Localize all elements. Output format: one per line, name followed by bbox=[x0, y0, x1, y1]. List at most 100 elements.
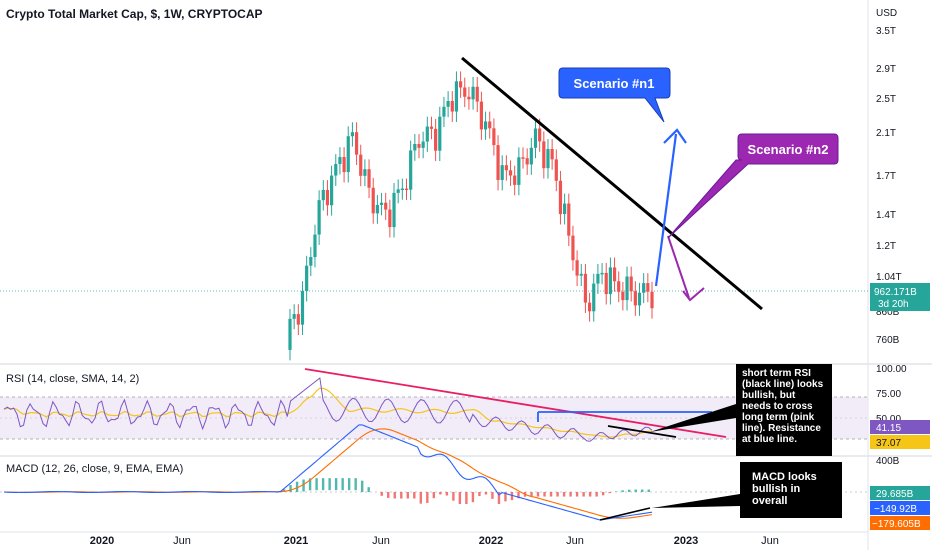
macd-histogram-bar bbox=[478, 492, 481, 497]
macd-histogram-bar bbox=[536, 492, 540, 497]
rsi-lines bbox=[3, 377, 653, 442]
macd-histogram-bar bbox=[360, 480, 364, 492]
macd-histogram-bar bbox=[491, 492, 494, 499]
price-tick-label: 3.5T bbox=[876, 26, 896, 37]
macd-histogram-bar bbox=[595, 492, 598, 497]
rsi-tick-50: 50.00 bbox=[876, 414, 901, 425]
time-tick-label: 2023 bbox=[674, 535, 698, 547]
currency-label: USD bbox=[876, 8, 897, 19]
scenario1-arrow[interactable] bbox=[654, 133, 678, 287]
candle-body bbox=[296, 314, 300, 325]
rsi-note-line: (black line) looks bbox=[742, 379, 824, 390]
macd-histogram-bar bbox=[282, 489, 286, 492]
candle-body bbox=[288, 318, 292, 350]
time-axis[interactable]: 2020 Jun 2021 Jun 2022 Jun 2023 Jun bbox=[90, 535, 779, 547]
macd-layer bbox=[3, 424, 653, 521]
candle-body bbox=[612, 267, 617, 282]
macd-histogram-bar bbox=[504, 492, 507, 502]
candle-body bbox=[533, 128, 538, 148]
candle-body bbox=[475, 86, 479, 102]
candle-body bbox=[450, 100, 454, 112]
macd-histogram-bar bbox=[289, 484, 292, 492]
candle-body bbox=[483, 121, 488, 130]
candle-body bbox=[538, 128, 542, 142]
candle-body bbox=[504, 165, 508, 171]
candle-body bbox=[367, 169, 371, 188]
candle-body bbox=[359, 154, 363, 176]
candle-body bbox=[637, 292, 642, 306]
macd-hist-value: 29.685B bbox=[876, 489, 914, 500]
candle-body bbox=[438, 116, 442, 151]
candle-body bbox=[434, 128, 438, 151]
macd-histogram-bar bbox=[315, 478, 318, 491]
price-axis[interactable]: 3.5T 2.9T 2.5T 2.1T 1.7T 1.4T 1.2T 1.04T 860B 760… bbox=[876, 26, 902, 346]
candles bbox=[288, 71, 654, 361]
macd-histogram-bar bbox=[621, 490, 624, 492]
rsi-callout[interactable] bbox=[650, 364, 832, 456]
macd-histogram-bar bbox=[367, 487, 370, 492]
candle-body bbox=[317, 200, 321, 235]
rsi-line bbox=[3, 377, 653, 442]
candle-body bbox=[442, 106, 446, 117]
rsi-long-trendline[interactable] bbox=[304, 368, 727, 438]
scenario2-label: Scenario #n2 bbox=[748, 142, 829, 157]
resistance-trendline[interactable] bbox=[461, 56, 763, 311]
macd-histogram-bar bbox=[380, 492, 383, 496]
candle-body bbox=[471, 86, 475, 100]
candle-body bbox=[400, 188, 404, 191]
candle-body bbox=[454, 81, 459, 112]
macd-histogram-bar bbox=[556, 492, 559, 497]
macd-histogram-bar bbox=[582, 492, 585, 497]
candle-body bbox=[596, 273, 600, 284]
candle-body bbox=[313, 234, 317, 258]
macd-histogram-bar bbox=[641, 489, 644, 492]
candle-body bbox=[463, 87, 467, 97]
candle-body bbox=[417, 143, 421, 148]
scenario2-callout[interactable] bbox=[667, 133, 839, 239]
macd-callout[interactable] bbox=[652, 462, 842, 518]
macd-hist-tag bbox=[870, 486, 930, 500]
candle-body bbox=[330, 175, 334, 206]
macd-histogram-bar bbox=[517, 492, 520, 499]
rsi-note-text: short term RSI(black line) looksbullish,… bbox=[742, 368, 824, 445]
candle-body bbox=[492, 128, 496, 146]
candle-body bbox=[642, 283, 646, 293]
candle-body bbox=[500, 165, 504, 180]
candle-body bbox=[396, 189, 400, 193]
candle-body bbox=[517, 157, 521, 185]
candle-body bbox=[354, 132, 359, 155]
candle-body bbox=[592, 283, 596, 312]
candle-body bbox=[446, 100, 450, 107]
candle-body bbox=[375, 204, 379, 214]
price-tick-label: 1.04T bbox=[876, 272, 902, 283]
macd-note-line: bullish in bbox=[752, 483, 801, 495]
countdown-value: 3d 20h bbox=[878, 299, 909, 310]
macd-histogram-bar bbox=[413, 492, 416, 499]
rsi-tick-75: 75.00 bbox=[876, 389, 901, 400]
rsi-short-trendline[interactable] bbox=[607, 425, 677, 438]
macd-note-line: overall bbox=[752, 495, 787, 507]
candle-body bbox=[300, 291, 305, 325]
candle-body bbox=[467, 96, 471, 100]
candle-body bbox=[629, 276, 633, 292]
macd-histogram-bar bbox=[426, 492, 429, 503]
macd-histogram-bar bbox=[614, 491, 618, 492]
macd-histogram-bar bbox=[400, 492, 403, 499]
price-tick-label: 1.2T bbox=[876, 241, 896, 252]
macd-histogram-bar bbox=[354, 478, 357, 491]
scenario1-callout[interactable] bbox=[558, 67, 671, 123]
candle-body bbox=[625, 276, 629, 301]
macd-histogram-bar bbox=[387, 492, 390, 498]
rsi-note-line: line). Resistance bbox=[742, 423, 821, 434]
macd-trendline[interactable] bbox=[599, 507, 651, 521]
macd-histogram-bar bbox=[634, 489, 637, 492]
macd-histogram-bar bbox=[575, 492, 579, 497]
price-tick-label: 860B bbox=[876, 307, 900, 318]
candle-body bbox=[429, 126, 434, 129]
rsi-note-line: at blue line. bbox=[742, 434, 797, 445]
rsi-sma-line bbox=[3, 387, 653, 438]
macd-histogram-bar bbox=[608, 492, 611, 494]
scenario2-arrow[interactable] bbox=[667, 235, 690, 299]
rsi-sma-value: 37.07 bbox=[876, 438, 901, 449]
